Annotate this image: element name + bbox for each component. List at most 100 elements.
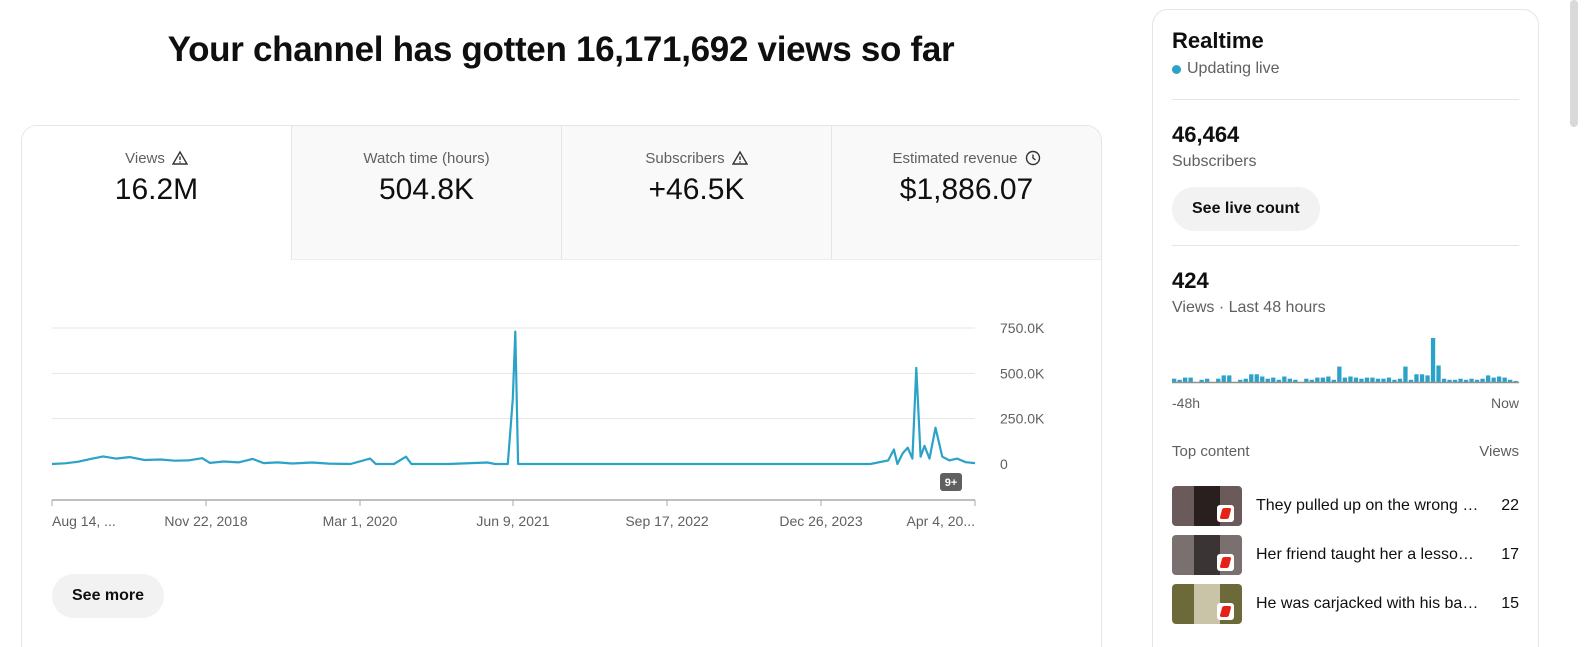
list-item[interactable]: He was carjacked with his baby... 15 xyxy=(1172,584,1519,624)
realtime-bar[interactable] xyxy=(1436,365,1441,383)
realtime-bar[interactable] xyxy=(1474,379,1480,382)
y-tick-label: 500.0K xyxy=(1000,365,1045,381)
tab-subscribers-label: Subscribers xyxy=(645,149,725,167)
realtime-bar[interactable] xyxy=(1403,366,1408,382)
realtime-bar[interactable] xyxy=(1508,379,1513,382)
warning-icon xyxy=(171,150,188,165)
realtime-bar[interactable] xyxy=(1216,378,1221,382)
realtime-bar[interactable] xyxy=(1172,378,1177,382)
tab-subscribers[interactable]: Subscribers +46.5K xyxy=(561,126,831,260)
views-chart-svg: 750.0K 500.0K 250.0K 0 Aug 14, ... Nov 22, 20… xyxy=(51,320,1045,529)
realtime-bar[interactable] xyxy=(1408,379,1414,382)
x-tick-label: Nov 22, 2018 xyxy=(164,513,247,529)
realtime-bar[interactable] xyxy=(1491,377,1496,382)
views-48h-label: Views · Last 48 hours xyxy=(1172,299,1326,316)
realtime-bar[interactable] xyxy=(1359,378,1364,382)
video-title: They pulled up on the wrong house... xyxy=(1256,497,1479,514)
axis-left-label: -48h xyxy=(1172,395,1201,411)
realtime-bar[interactable] xyxy=(1386,377,1392,382)
realtime-bar[interactable] xyxy=(1199,379,1204,382)
realtime-bar[interactable] xyxy=(1381,378,1386,382)
realtime-bar[interactable] xyxy=(1397,378,1403,382)
tab-estimated-revenue[interactable]: Estimated revenue $1,886.07 xyxy=(831,126,1101,260)
realtime-bar[interactable] xyxy=(1205,378,1210,382)
divider xyxy=(1172,99,1519,100)
realtime-bar[interactable] xyxy=(1375,378,1381,382)
realtime-bar[interactable] xyxy=(1497,376,1502,383)
realtime-bar[interactable] xyxy=(1238,379,1243,382)
realtime-bar[interactable] xyxy=(1441,378,1447,382)
realtime-bar[interactable] xyxy=(1425,375,1430,382)
realtime-bar[interactable] xyxy=(1265,378,1270,382)
realtime-bar[interactable] xyxy=(1486,375,1491,382)
tab-watch-time[interactable]: Watch time (hours) 504.8K xyxy=(291,126,561,260)
realtime-bar[interactable] xyxy=(1243,378,1248,382)
realtime-bar[interactable] xyxy=(1419,374,1425,382)
realtime-bar[interactable] xyxy=(1221,375,1226,382)
divider xyxy=(1172,245,1519,246)
realtime-bar[interactable] xyxy=(1271,377,1276,382)
tab-watch-time-value: 504.8K xyxy=(378,173,475,206)
axis-right-label: Now xyxy=(1490,395,1519,411)
realtime-bar[interactable] xyxy=(1227,375,1232,382)
realtime-bar[interactable] xyxy=(1337,366,1342,382)
realtime-bar[interactable] xyxy=(1309,379,1314,382)
views-series-line xyxy=(51,330,976,466)
views-line-chart[interactable]: 750.0K 500.0K 250.0K 0 Aug 14, ... Nov 22, 20… xyxy=(22,260,1101,560)
realtime-bar[interactable] xyxy=(1392,379,1397,382)
realtime-bar[interactable] xyxy=(1364,377,1370,382)
realtime-bar[interactable] xyxy=(1469,378,1474,382)
tab-views[interactable]: Views 16.2M xyxy=(22,126,291,260)
realtime-bar[interactable] xyxy=(1254,374,1259,382)
realtime-bar[interactable] xyxy=(1293,379,1298,382)
realtime-bar[interactable] xyxy=(1463,379,1469,382)
shorts-icon xyxy=(1217,505,1234,522)
realtime-bar[interactable] xyxy=(1326,376,1331,383)
realtime-bar[interactable] xyxy=(1177,379,1182,382)
views-48h-count: 424 xyxy=(1172,268,1209,293)
realtime-bar[interactable] xyxy=(1353,377,1359,382)
top-content-views-header: Views xyxy=(1479,443,1519,460)
realtime-bar[interactable] xyxy=(1276,379,1281,382)
shorts-icon xyxy=(1217,603,1234,620)
see-live-count-button[interactable]: See live count xyxy=(1172,187,1320,231)
list-item[interactable]: Her friend taught her a lesson... 17 xyxy=(1172,535,1519,575)
realtime-bar[interactable] xyxy=(1513,380,1518,382)
list-item[interactable]: They pulled up on the wrong house... 22 xyxy=(1172,486,1519,526)
tab-revenue-label: Estimated revenue xyxy=(892,149,1018,167)
realtime-bar[interactable] xyxy=(1447,379,1452,382)
realtime-bar[interactable] xyxy=(1249,374,1254,382)
video-views: 17 xyxy=(1501,546,1519,563)
realtime-bar[interactable] xyxy=(1287,378,1292,382)
realtime-bar[interactable] xyxy=(1430,338,1436,382)
tab-watch-time-label: Watch time (hours) xyxy=(363,149,490,167)
realtime-bar[interactable] xyxy=(1282,376,1287,383)
top-content-header: Top content Views xyxy=(1172,443,1519,460)
realtime-bar[interactable] xyxy=(1452,379,1458,382)
realtime-bar[interactable] xyxy=(1315,377,1320,382)
realtime-bar[interactable] xyxy=(1188,377,1193,382)
realtime-bar[interactable] xyxy=(1260,376,1265,383)
realtime-bar[interactable] xyxy=(1342,377,1347,382)
video-thumbnail xyxy=(1172,486,1242,526)
annotation-marker-label: 9+ xyxy=(945,477,958,489)
realtime-bar[interactable] xyxy=(1304,378,1309,382)
realtime-bar[interactable] xyxy=(1320,377,1325,382)
realtime-bar[interactable] xyxy=(1414,374,1419,382)
page-headline: Your channel has gotten 16,171,692 views… xyxy=(167,30,955,69)
top-content-title: Top content xyxy=(1172,443,1250,460)
video-title: He was carjacked with his baby... xyxy=(1256,595,1479,612)
realtime-bar[interactable] xyxy=(1183,377,1188,382)
x-tick-label: Sep 17, 2022 xyxy=(625,513,709,529)
realtime-bar[interactable] xyxy=(1480,378,1485,382)
tab-revenue-value: $1,886.07 xyxy=(899,173,1034,206)
realtime-bar[interactable] xyxy=(1502,377,1507,382)
realtime-bar[interactable] xyxy=(1458,378,1463,382)
realtime-bar[interactable] xyxy=(1370,377,1375,382)
realtime-bar[interactable] xyxy=(1331,379,1336,382)
realtime-bar-chart[interactable] xyxy=(1172,330,1519,386)
see-more-button[interactable]: See more xyxy=(52,574,165,618)
realtime-bar[interactable] xyxy=(1348,376,1353,383)
page-scrollbar[interactable] xyxy=(1570,0,1578,127)
tab-views-label: Views xyxy=(125,149,165,167)
